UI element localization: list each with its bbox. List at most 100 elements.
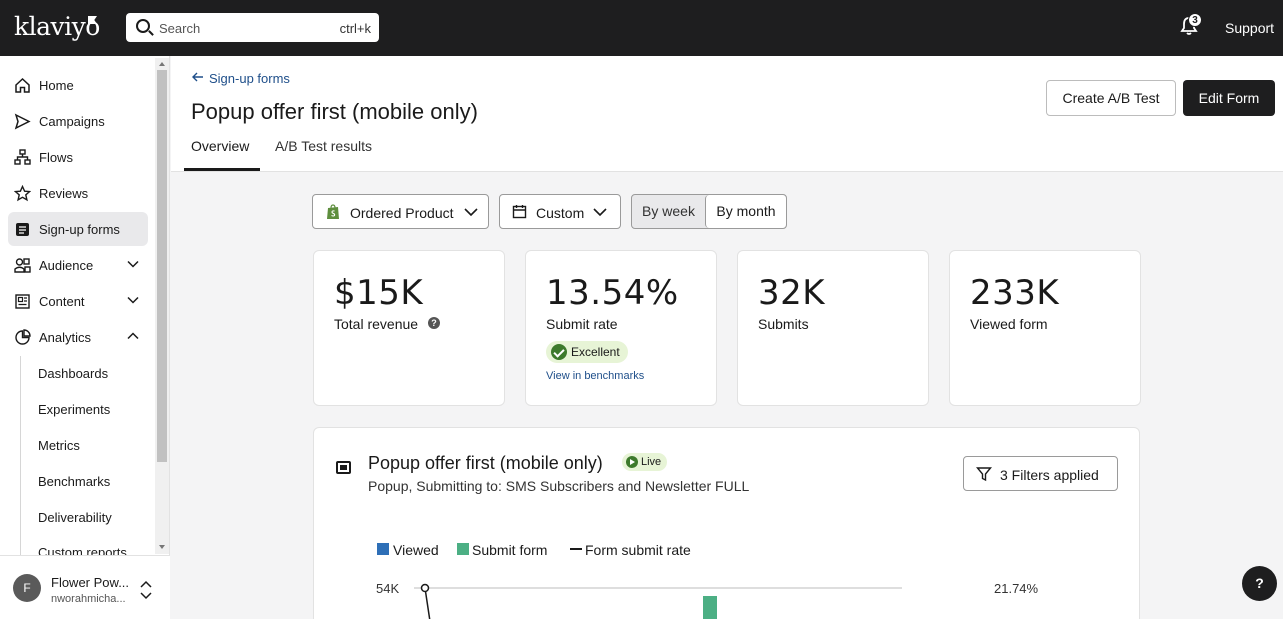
star-icon: [14, 185, 31, 202]
stat-card-viewed-form: 233K Viewed form: [949, 250, 1141, 406]
sidebar-subitem-custom-reports[interactable]: Custom reports: [38, 545, 127, 555]
create-ab-test-button[interactable]: Create A/B Test: [1046, 80, 1176, 116]
date-range-dropdown[interactable]: Custom: [499, 194, 621, 229]
page-header: Sign-up forms Popup offer first (mobile …: [171, 56, 1283, 172]
stat-value: 233K: [970, 273, 1060, 313]
logo-flag-icon: [88, 16, 97, 24]
form-icon: [16, 223, 29, 236]
sidebar-item-flows[interactable]: Flows: [8, 140, 148, 174]
stat-value: 13.54%: [546, 273, 679, 313]
form-detail-card: Popup offer first (mobile only) Live Pop…: [313, 427, 1140, 619]
sidebar-item-label: Reviews: [39, 186, 89, 201]
sidebar-item-content[interactable]: Content: [8, 284, 148, 318]
bar-submit-form[interactable]: [703, 596, 717, 619]
stat-value: $15K: [334, 273, 424, 313]
metric-dropdown[interactable]: Ordered Product: [312, 194, 489, 229]
chevron-up-icon: [127, 332, 139, 340]
calendar-icon: [512, 205, 527, 219]
chevron-down-icon: [464, 208, 478, 217]
edit-form-button[interactable]: Edit Form: [1183, 80, 1275, 116]
submenu-guide: [20, 356, 21, 556]
account-switcher[interactable]: F Flower Pow... nworahmicha...: [0, 555, 170, 619]
shopify-icon: [327, 204, 339, 219]
view-benchmarks-link[interactable]: View in benchmarks: [546, 370, 645, 382]
scroll-down-icon[interactable]: [159, 545, 165, 549]
audience-icon: [14, 258, 31, 273]
legend-form-submit-rate[interactable]: Form submit rate: [585, 542, 691, 558]
sidebar-item-reviews[interactable]: Reviews: [8, 176, 148, 210]
stat-label: Submit rate: [546, 316, 618, 332]
check-circle-icon: [551, 344, 567, 360]
legend-swatch-viewed: [377, 543, 389, 555]
y-axis-tick-right: 21.74%: [994, 581, 1039, 596]
status-badge: Excellent: [546, 341, 628, 363]
by-month-option[interactable]: By month: [705, 195, 786, 228]
active-tab-indicator: [184, 168, 260, 171]
page-title: Popup offer first (mobile only): [191, 99, 478, 124]
sidebar-subitem-dashboards[interactable]: Dashboards: [38, 366, 109, 381]
legend-submit-form[interactable]: Submit form: [472, 542, 548, 558]
sidebar-item-label: Home: [39, 78, 74, 93]
sidebar-item-label: Content: [39, 294, 85, 309]
sidebar-item-label: Campaigns: [39, 114, 105, 129]
y-axis-tick-left: 54K: [376, 581, 399, 596]
chevron-down-icon: [127, 260, 139, 268]
by-week-option[interactable]: By week: [642, 203, 695, 219]
help-icon[interactable]: ?: [428, 317, 440, 329]
sidebar-item-label: Sign-up forms: [39, 222, 120, 237]
analytics-icon: [15, 329, 31, 345]
tab-overview[interactable]: Overview: [191, 138, 250, 154]
legend-swatch-rate: [570, 548, 582, 550]
sidebar: Home Campaigns Flows Reviews Sign-up for…: [0, 56, 170, 619]
form-title: Popup offer first (mobile only): [368, 453, 603, 473]
search-shortcut: ctrl+k: [339, 21, 371, 36]
help-button[interactable]: ?: [1242, 566, 1277, 601]
arrow-left-icon[interactable]: [191, 70, 205, 84]
sidebar-item-label: Audience: [39, 258, 94, 273]
flows-icon: [14, 149, 31, 165]
content-icon: [15, 294, 30, 309]
sidebar-item-campaigns[interactable]: Campaigns: [8, 104, 148, 138]
chart: 54K 21.74%: [376, 581, 1039, 619]
sidebar-item-label: Flows: [39, 150, 73, 165]
sidebar-item-analytics[interactable]: Analytics: [8, 320, 148, 354]
stat-card-submit-rate: 13.54% Submit rate Excellent View in ben…: [525, 250, 717, 406]
notification-badge: 3: [1188, 13, 1202, 27]
filters-applied-label: 3 Filters applied: [1000, 467, 1099, 483]
form-subtitle: Popup, Submitting to: SMS Subscribers an…: [368, 478, 750, 494]
search-icon: [136, 19, 150, 33]
sidebar-item-sign-up-forms[interactable]: Sign-up forms: [8, 212, 148, 246]
chevron-down-icon: [593, 208, 607, 217]
sidebar-item-label: Analytics: [39, 330, 92, 345]
klaviyo-logo[interactable]: klaviyo: [14, 12, 100, 41]
legend-swatch-submit: [457, 543, 469, 555]
scroll-up-icon[interactable]: [159, 62, 165, 66]
top-bar: klaviyo Search ctrl+k 3 Support: [0, 0, 1283, 56]
stat-card-submits: 32K Submits: [737, 250, 929, 406]
home-icon: [15, 77, 30, 93]
stat-card-revenue: $15K Total revenue ?: [313, 250, 505, 406]
legend-viewed[interactable]: Viewed: [393, 542, 439, 558]
search-input[interactable]: Search ctrl+k: [126, 13, 379, 42]
sidebar-subitem-benchmarks[interactable]: Benchmarks: [38, 474, 111, 489]
back-link[interactable]: Sign-up forms: [209, 71, 290, 86]
sidebar-scroll-thumb[interactable]: [157, 70, 167, 462]
tab-ab-test-results[interactable]: A/B Test results: [275, 138, 373, 154]
search-placeholder: Search: [159, 21, 201, 36]
date-range-value: Custom: [536, 205, 585, 221]
live-status-badge: Live: [622, 453, 667, 471]
account-email: nworahmicha...: [51, 593, 126, 605]
sidebar-subitem-experiments[interactable]: Experiments: [38, 402, 111, 417]
sidebar-item-audience[interactable]: Audience: [8, 248, 148, 282]
support-link[interactable]: Support: [1225, 20, 1275, 36]
rate-point[interactable]: [420, 583, 430, 593]
stat-label: Submits: [758, 316, 809, 332]
sidebar-subitem-metrics[interactable]: Metrics: [38, 438, 80, 453]
popup-form-icon: [336, 461, 351, 474]
rate-line: [424, 587, 431, 619]
filters-applied-button[interactable]: 3 Filters applied: [963, 456, 1118, 491]
sidebar-subitem-deliverability[interactable]: Deliverability: [38, 510, 112, 525]
sidebar-item-home[interactable]: Home: [8, 68, 148, 102]
stat-label: Viewed form: [970, 316, 1048, 332]
stat-label: Total revenue: [334, 316, 419, 332]
